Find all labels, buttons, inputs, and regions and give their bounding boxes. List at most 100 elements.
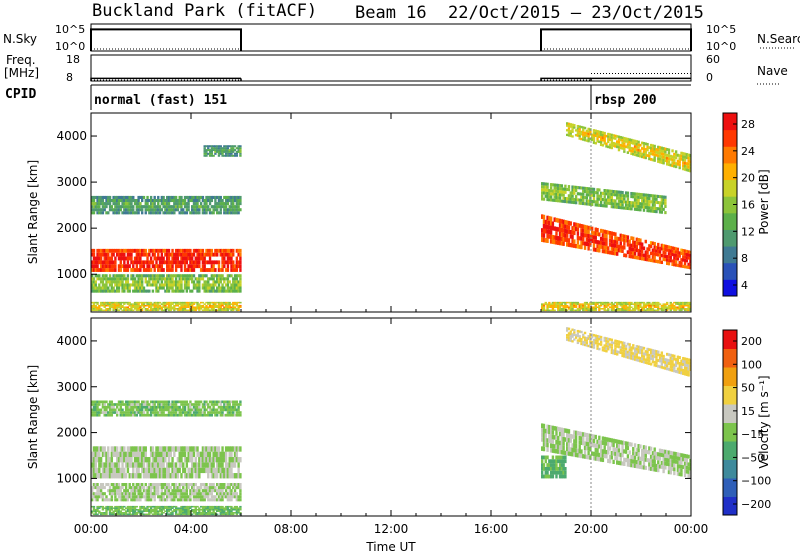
power-echo-cell (148, 309, 151, 312)
power-echo-cell (105, 289, 108, 293)
power-echo-cell (208, 268, 212, 272)
velocity-echo-cell (94, 403, 97, 406)
velocity-echo-cell (178, 492, 181, 496)
velocity-echo-cell (228, 492, 231, 496)
power-echo-cell (212, 274, 215, 278)
power-echo-cell (576, 134, 580, 137)
velocity-echo-cell (133, 403, 137, 406)
velocity-echo-cell (132, 405, 135, 409)
velocity-echo-cell (91, 457, 94, 463)
power-echo-cell (176, 202, 180, 206)
velocity-echo-cell (132, 507, 135, 509)
power-echo-cell (557, 218, 560, 223)
power-echo-cell (603, 308, 606, 310)
cpid-mode-0: normal (fast) 151 (94, 93, 227, 108)
velocity-echo-cell (157, 451, 160, 458)
velocity-echo-cell (123, 489, 126, 493)
power-echo-cell (578, 309, 581, 312)
power-echo-cell (103, 248, 106, 253)
power-echo-cell (673, 246, 676, 251)
velocity-echo-cell (101, 467, 105, 474)
power-echo-cell (608, 195, 612, 199)
power-echo-cell (610, 195, 614, 200)
power-echo-cell (657, 194, 660, 199)
power-echo-cell (671, 308, 674, 310)
velocity-echo-cell (133, 513, 137, 516)
power-echo-cell (682, 304, 685, 307)
power-echo-cell (105, 308, 108, 310)
velocity-echo-cell (166, 513, 169, 516)
velocity-echo-cell (128, 446, 131, 452)
power-echo-cell (592, 197, 596, 201)
velocity-echo-cell (132, 489, 135, 493)
power-echo-cell (233, 286, 237, 290)
power-echo-cell (112, 260, 115, 265)
power-echo-cell (224, 301, 228, 304)
velocity-echo-cell (96, 451, 99, 458)
power-echo-cell (149, 195, 153, 199)
power-echo-cell (605, 304, 608, 307)
power-echo-cell (114, 202, 117, 206)
velocity-echo-cell (128, 451, 131, 458)
power-echo-cell (116, 274, 119, 278)
power-echo-cell (646, 154, 649, 157)
velocity-echo-cell (192, 405, 196, 409)
velocity-echo-cell (214, 512, 217, 514)
n-sky-trace-1 (540, 28, 692, 51)
power-echo-cell (214, 248, 217, 253)
power-echo-cell (648, 306, 651, 309)
power-echo-cell (598, 232, 601, 237)
velocity-echo-cell (91, 467, 94, 474)
power-echo-cell (176, 301, 180, 304)
power-echo-cell (551, 306, 555, 309)
velocity-echo-cell (96, 467, 99, 474)
power-echo-cell (196, 264, 199, 269)
velocity-echo-cell (94, 446, 97, 452)
power-echo-cell (610, 306, 614, 309)
power-echo-cell (562, 308, 565, 310)
velocity-echo-cell (114, 462, 117, 468)
velocity-echo-cell (185, 413, 189, 417)
power-echo-cell (185, 260, 189, 265)
power-echo-cell (608, 135, 612, 139)
velocity-echo-cell (189, 405, 192, 409)
power-echo-cell (228, 205, 231, 209)
power-echo-cell (624, 238, 628, 243)
power-echo-cell (178, 211, 181, 215)
power-echo-cell (607, 137, 610, 141)
power-echo-cell (180, 195, 183, 199)
velocity-echo-cell (182, 408, 185, 412)
velocity-echo-cell (151, 483, 155, 487)
power-echo-cell (639, 256, 642, 261)
power-echo-cell (196, 260, 199, 265)
power-echo-cell (187, 286, 190, 290)
power-echo-cell (114, 274, 117, 278)
power-echo-cell (116, 306, 119, 309)
power-echo-cell (167, 248, 171, 253)
power-echo-cell (103, 195, 106, 199)
power-echo-cell (108, 304, 112, 307)
power-echo-cell (592, 235, 596, 240)
velocity-echo-cell (96, 400, 99, 404)
power-echo-cell (174, 280, 178, 284)
power-echo-cell (239, 289, 242, 293)
velocity-echo-cell (119, 473, 122, 479)
velocity-echo-cell (146, 513, 149, 516)
velocity-echo-cell (189, 489, 192, 493)
velocity-echo-cell (203, 408, 206, 412)
power-echo-cell (160, 303, 164, 305)
power-echo-cell (582, 186, 585, 190)
power-echo-cell (110, 286, 114, 290)
power-echo-cell (594, 239, 597, 244)
power-echo-cell (637, 192, 640, 196)
power-echo-cell (203, 274, 206, 278)
power-echo-cell (646, 202, 649, 207)
power-echo-cell (583, 224, 587, 230)
velocity-echo-cell (228, 446, 231, 452)
power-echo-cell (546, 303, 549, 305)
power-echo-cell (128, 301, 131, 304)
power-echo-cell (117, 202, 121, 206)
velocity-echo-cell (192, 495, 196, 499)
velocity-echo-cell (107, 446, 110, 452)
power-echo-cell (110, 198, 114, 203)
